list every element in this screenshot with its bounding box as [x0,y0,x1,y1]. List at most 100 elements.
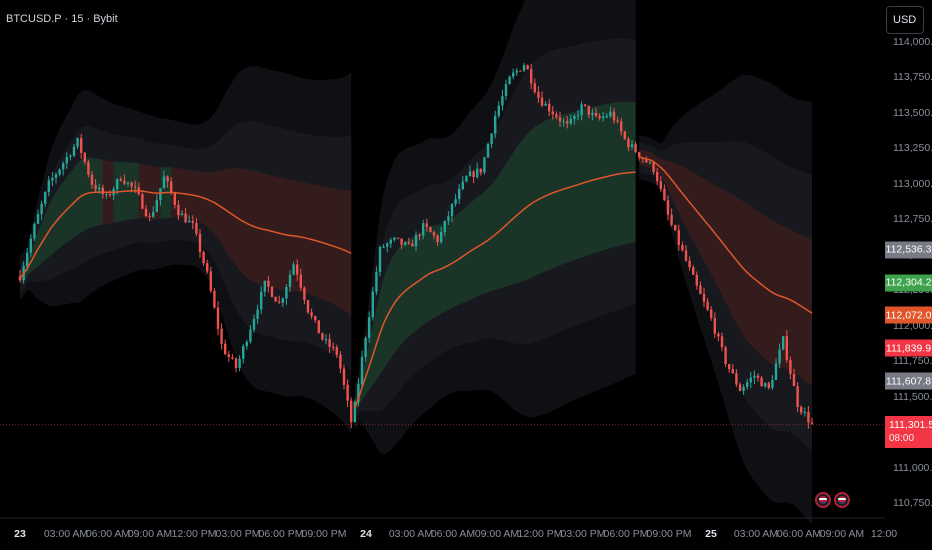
candle-body [749,377,752,383]
candle-body [249,329,252,342]
candle-body [548,103,551,112]
candle-body [443,220,446,232]
candle-body [753,375,756,378]
candle-body [670,214,673,225]
candle-body [519,70,522,72]
candle-body [710,309,713,319]
candle-body [414,235,418,247]
candle-body [436,235,439,243]
candle-body [468,171,472,177]
candle-body [116,179,119,190]
time-tick: 06:00 AM [430,528,476,540]
candle-body [634,144,637,153]
price-label-value: 111,839.9 [885,342,932,355]
candle-body [267,280,270,287]
candle-body [371,291,374,318]
candle-body [159,188,162,200]
candle-body [350,400,353,423]
us-flag-icon[interactable] [834,492,850,508]
time-tick: 23 [14,528,26,540]
us-flag-icon[interactable] [815,492,831,508]
candle-body [191,220,194,223]
candle-body [731,369,734,374]
candle-body [238,358,241,369]
symbol-title: BTCUSD.P · 15 · Bybit [6,13,118,25]
candle-body [512,72,515,77]
candle-body [501,95,504,106]
candle-body [375,271,378,292]
candle-body [65,156,68,164]
candle-body [616,120,619,122]
candle-body [684,250,688,261]
candle-body [432,232,436,236]
candle-body [173,193,176,205]
candle-body [256,309,259,319]
candle-body [177,204,180,216]
candle-body [609,111,612,117]
candle-body [724,347,727,365]
candle-body [386,243,389,247]
candle-body [364,337,367,357]
candle-body [677,230,680,245]
us-flag-emblem [819,496,827,504]
candle-body [72,146,76,156]
time-tick: 12:00 PM [517,528,563,540]
candle-body [627,138,630,148]
candle-body [292,264,295,275]
candle-body [389,239,392,244]
candle-body [47,180,50,193]
candle-body [94,184,97,190]
candle-body [245,341,248,347]
candle-body [778,349,781,364]
candle-body [166,176,169,182]
price-label-value: 111,607.8 [885,375,932,388]
candle-body [504,84,508,96]
candle-body [69,155,72,157]
candle-body [796,386,799,408]
candle-body [785,336,788,360]
time-tick: 09:00 AM [819,528,865,540]
candle-body [742,386,745,391]
vwap-inner-band [23,157,103,282]
candle-body [206,263,209,272]
candle-body [461,181,464,189]
candle-body [630,144,634,148]
candle-body [566,121,569,124]
currency-button[interactable]: USD [886,6,924,34]
candle-body [702,294,706,302]
candle-body [90,174,94,185]
vwap-line [354,171,636,409]
candle-body [382,246,385,248]
candle-body [720,336,724,348]
candle-body [368,317,371,338]
candle-body [62,163,65,170]
candle-body [29,238,32,253]
candle-body [454,199,457,204]
candle-body [404,242,407,245]
candle-body [497,105,500,116]
candle-body [494,115,497,134]
candle-body [569,119,572,124]
candle-body [130,182,133,187]
candle-body [54,174,58,178]
time-tick: 03:00 AM [388,528,434,540]
candle-body [652,162,655,172]
candle-body [530,69,533,84]
candle-body [537,91,540,98]
price-label-value: 111,301.5 [889,418,932,431]
time-tick: 09:00 AM [127,528,173,540]
time-tick: 12:00 PM [171,528,217,540]
vwap-inner-band [113,161,139,223]
candle-body [695,274,698,286]
candle-body [170,181,173,194]
candle-body [447,216,450,221]
time-tick: 03:00 AM [733,528,779,540]
candle-body [263,280,266,292]
price-label: 112,304.2 [885,274,932,292]
candle-body [782,336,785,350]
candle-body [411,243,414,247]
candle-body [155,199,158,212]
time-tick: 12:00 [870,528,898,540]
candle-body [353,401,356,423]
